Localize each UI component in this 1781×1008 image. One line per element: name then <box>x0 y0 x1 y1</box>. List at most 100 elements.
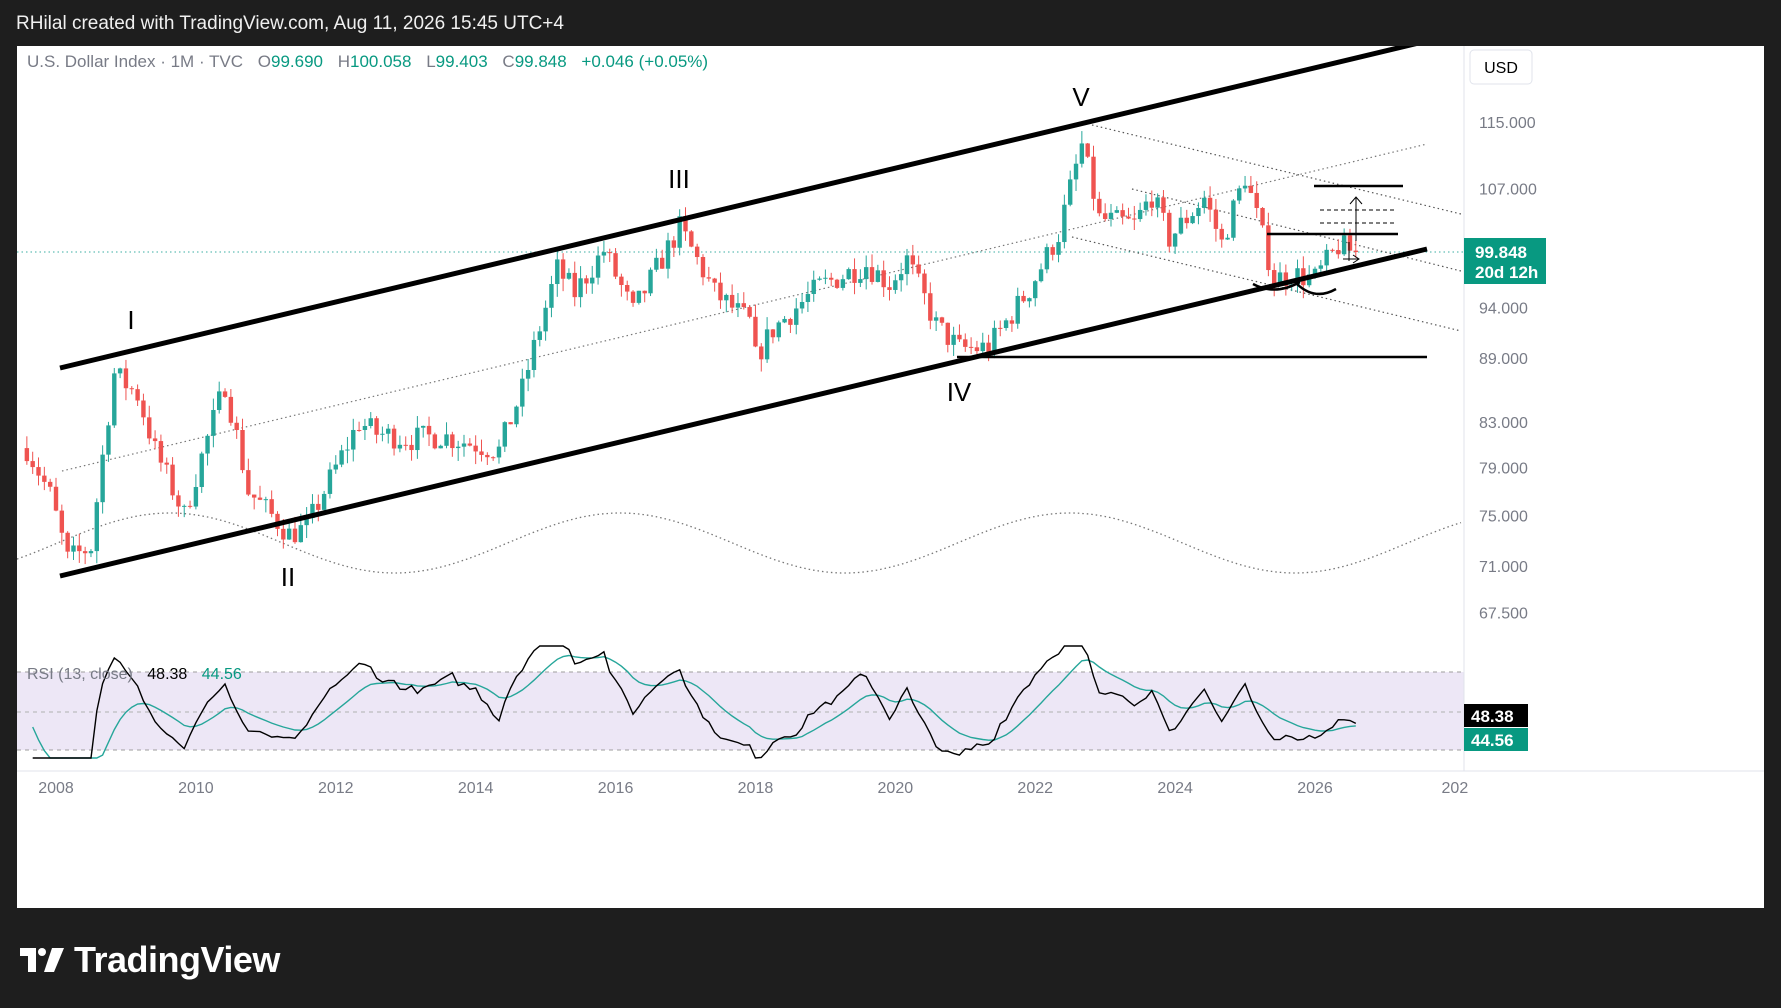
candle-body <box>327 469 333 494</box>
chart-frame: I II III IV V U.S. Dollar Index · 1M · T… <box>16 38 1764 908</box>
candle-body <box>1231 200 1236 238</box>
price-tick-label: 67.500 <box>1479 606 1528 623</box>
rsi-value: 48.38 <box>147 666 187 683</box>
candle-body <box>514 406 519 425</box>
candle-body <box>898 274 904 281</box>
rounding-bottom-arc-2 <box>1296 283 1337 296</box>
candle-body <box>117 368 123 374</box>
candle-body <box>1149 201 1154 208</box>
candle-body <box>164 462 169 465</box>
candle-body <box>106 425 111 455</box>
candle-body <box>1114 210 1120 213</box>
candle-body <box>560 259 566 279</box>
time-tick-label: 2016 <box>598 780 634 797</box>
candle-body <box>683 216 688 232</box>
candle-body <box>351 429 356 450</box>
close-value: 99.848 <box>515 52 567 71</box>
candle-body <box>391 428 397 449</box>
candle-body <box>461 443 467 447</box>
candle-body <box>753 316 758 347</box>
candle-body <box>403 444 408 446</box>
candle-body <box>677 216 682 248</box>
usd-button[interactable]: USD <box>1469 49 1533 85</box>
last-price-value: 99.848 <box>1475 243 1527 262</box>
candle-body <box>659 257 665 269</box>
symbol-title: U.S. Dollar Index · 1M · TVC <box>27 52 243 71</box>
candle-body <box>1184 217 1189 224</box>
candle-body <box>333 464 338 470</box>
price-axis[interactable]: 115.000 107.000 94.000 89.000 83.000 79.000 75… <box>1479 115 1537 623</box>
candle-body <box>840 279 846 288</box>
candle-body <box>998 327 1003 329</box>
candle-body <box>1213 209 1219 229</box>
time-axis[interactable]: 2008 2010 2012 2014 2016 2018 2020 2022 2024 2026… <box>38 780 1468 797</box>
candle-body <box>794 308 799 325</box>
rsi-ma-badge: 44.56 <box>1464 728 1528 751</box>
candle-body <box>222 391 228 397</box>
candle-body <box>100 454 105 503</box>
candle-body <box>1073 163 1079 180</box>
candle-body <box>1155 197 1160 208</box>
candle-body <box>863 267 869 280</box>
candle-body <box>951 334 956 345</box>
tradingview-brand: TradingView <box>74 939 280 980</box>
candle-body <box>1003 320 1009 329</box>
candle-body <box>1196 207 1201 217</box>
high-value: 100.058 <box>350 52 411 71</box>
candle-body <box>1190 216 1195 224</box>
candle-body <box>829 277 834 280</box>
candle-body <box>747 307 752 317</box>
candle-body <box>339 450 344 465</box>
candle-body <box>112 373 117 426</box>
candle-body <box>1062 204 1067 243</box>
candle-body <box>1102 213 1108 220</box>
rsi-line <box>32 645 1357 759</box>
candle-body <box>712 278 717 283</box>
rsi-value-badge: 48.38 <box>1464 704 1528 727</box>
down-channel-bottom <box>1071 236 1462 332</box>
candle-body <box>805 294 811 302</box>
candle-body <box>467 443 473 446</box>
chart-canvas[interactable]: I II III IV V U.S. Dollar Index · 1M · T… <box>16 38 1764 908</box>
candle-body <box>764 329 770 360</box>
price-candles <box>24 131 1359 565</box>
candle-body <box>1248 185 1254 193</box>
wave-label-i: I <box>127 305 134 335</box>
candle-body <box>409 444 414 451</box>
candle-body <box>77 545 82 552</box>
candle-body <box>147 417 152 439</box>
last-price-badge: 99.848 20d 12h <box>1464 238 1546 284</box>
rsi-ma-value: 44.56 <box>202 666 242 683</box>
candle-body <box>933 317 939 321</box>
channel-bottom-line[interactable] <box>59 246 1428 579</box>
candle-body <box>310 503 315 519</box>
candle-body <box>922 273 927 294</box>
candle-body <box>811 279 816 295</box>
candle-body <box>438 445 443 449</box>
candle-body <box>479 451 484 455</box>
candle-body <box>1050 247 1055 255</box>
candle-body <box>1015 295 1020 324</box>
candle-body <box>1347 235 1353 251</box>
candle-body <box>1202 197 1207 208</box>
candle-body <box>205 435 210 454</box>
target-arrow-head <box>1349 196 1363 205</box>
candle-body <box>129 388 134 390</box>
candle-body <box>141 400 146 418</box>
change-value: +0.046 (+0.05%) <box>581 52 708 71</box>
candle-body <box>1120 210 1125 217</box>
low-value: 99.403 <box>436 52 488 71</box>
candle-body <box>1336 249 1341 255</box>
candle-body <box>415 427 420 451</box>
rsi-legend: RSI (13, close) 48.38 44.56 <box>27 666 242 683</box>
wave-label-iii: III <box>668 164 690 194</box>
candle-body <box>228 396 234 423</box>
candle-body <box>619 276 624 286</box>
candle-body <box>47 481 53 487</box>
channel-top-line[interactable] <box>59 38 1428 371</box>
candle-body <box>316 503 321 510</box>
candle-body <box>298 525 304 543</box>
candle-body <box>1341 235 1347 255</box>
candle-body <box>304 518 309 526</box>
candle-body <box>590 277 595 284</box>
